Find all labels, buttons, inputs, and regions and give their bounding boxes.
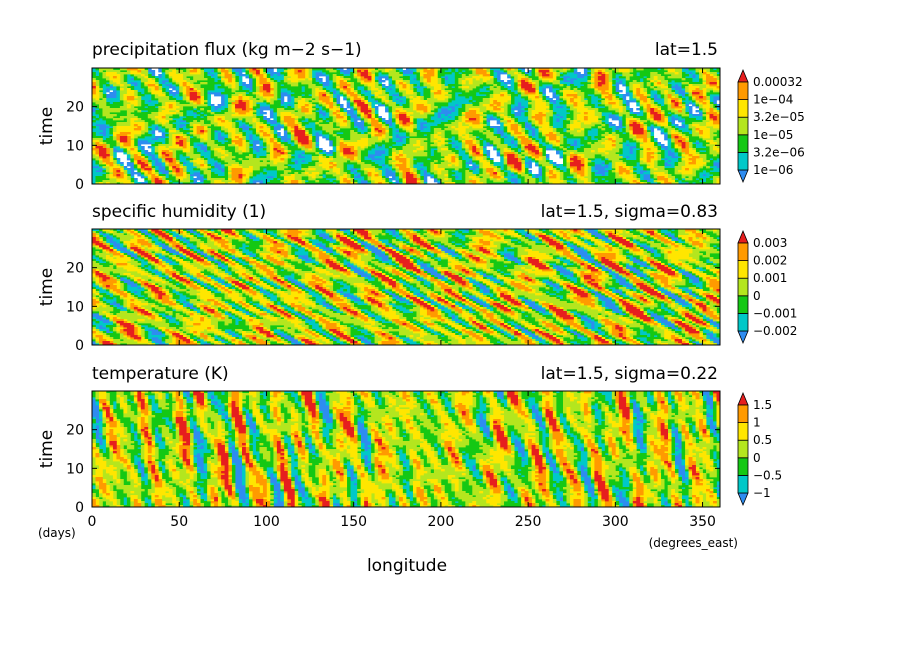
colorbar-label: 1e−04 xyxy=(753,93,793,107)
panel-annotation: lat=1.5 xyxy=(655,40,718,60)
y-tick-label: 20 xyxy=(66,423,84,439)
panel-annotation: lat=1.5, sigma=0.22 xyxy=(541,364,718,384)
heatmap-level-5 xyxy=(92,229,720,345)
y-tick-label: 0 xyxy=(75,338,84,354)
x-tick-label: 50 xyxy=(170,514,188,530)
colorbar-min-extend xyxy=(737,492,749,507)
colorbar-label: 1 xyxy=(753,416,761,430)
colorbar-label: 1.5 xyxy=(753,398,772,412)
colorbar: −0.002 −0.001 0 0.001 0.002 0.003 xyxy=(737,229,797,345)
colorbar-label: 0.003 xyxy=(753,236,787,250)
panel-annotation: lat=1.5, sigma=0.83 xyxy=(541,202,718,222)
colorbar-label: −0.001 xyxy=(753,306,797,320)
x-tick-label: 300 xyxy=(602,514,629,530)
colorbar-segment xyxy=(737,422,749,441)
colorbar: −1 −0.5 0 0.5 1 1.5 xyxy=(737,391,782,507)
x-tick-label: 0 xyxy=(88,514,97,530)
colorbar-segment xyxy=(737,99,749,118)
precipitation-panel: precipitation flux (kg m−2 s−1) lat=1.5 … xyxy=(37,40,805,193)
colorbar-label: 0.001 xyxy=(753,271,787,285)
colorbar-segment xyxy=(737,312,749,332)
colorbar-segment xyxy=(737,81,749,101)
x-tick-label: 250 xyxy=(515,514,542,530)
heatmap-field xyxy=(92,229,720,345)
heatmap-field xyxy=(92,391,720,507)
colorbar-label: 0 xyxy=(753,451,761,465)
y-axis-label: time xyxy=(37,107,57,145)
colorbar-label: 0.002 xyxy=(753,254,787,268)
y-tick-label: 20 xyxy=(66,100,84,116)
colorbar-label: −1 xyxy=(753,486,771,500)
colorbar-segment xyxy=(737,457,749,476)
colorbar-label: −0.5 xyxy=(753,468,782,482)
colorbar-segment xyxy=(737,242,749,262)
x-tick-label: 150 xyxy=(340,514,367,530)
colorbar-label: 0.00032 xyxy=(753,75,803,89)
colorbar-label: 1e−06 xyxy=(753,163,793,177)
colorbar-label: 3.2e−05 xyxy=(753,110,805,124)
heatmap-level-4 xyxy=(92,229,720,345)
x-axis-label: longitude xyxy=(367,556,447,576)
colorbar-segment xyxy=(737,474,749,494)
x-tick-label: 100 xyxy=(253,514,280,530)
colorbar-label: 0 xyxy=(753,289,761,303)
y-axis-units: (days) xyxy=(38,526,76,540)
heatmap-level-0 xyxy=(92,229,720,345)
panel-title: specific humidity (1) xyxy=(92,202,266,222)
colorbar: 1e−06 3.2e−06 1e−05 3.2e−05 1e−04 0.00032 xyxy=(737,68,805,184)
temperature-panel: temperature (K) lat=1.5, sigma=0.22 0102… xyxy=(37,364,782,516)
plot-frame xyxy=(91,228,721,346)
colorbar-label: −0.002 xyxy=(753,324,797,338)
colorbar-segment xyxy=(737,151,749,171)
y-tick-label: 10 xyxy=(66,461,84,477)
heatmap-level-4 xyxy=(92,391,720,507)
y-tick-label: 10 xyxy=(66,299,84,315)
colorbar-max-extend xyxy=(737,229,749,244)
x-tick-label: 350 xyxy=(689,514,716,530)
specific-humidity-panel: specific humidity (1) lat=1.5, sigma=0.8… xyxy=(37,202,797,354)
colorbar-max-extend xyxy=(737,391,749,406)
colorbar-label: 0.5 xyxy=(753,433,772,447)
colorbar-segment xyxy=(737,439,749,459)
heatmap-field xyxy=(92,68,720,184)
colorbar-max-extend xyxy=(737,68,749,83)
y-tick-label: 20 xyxy=(66,261,84,277)
panel-title: temperature (K) xyxy=(92,364,229,384)
heatmap-level-6 xyxy=(92,229,720,345)
colorbar-min-extend xyxy=(737,169,749,184)
y-tick-label: 0 xyxy=(75,500,84,516)
y-tick-label: 10 xyxy=(66,138,84,154)
plot-frame xyxy=(91,67,721,185)
colorbar-label: 3.2e−06 xyxy=(753,145,805,159)
x-axis-units: (degrees_east) xyxy=(649,536,738,550)
colorbar-label: 1e−05 xyxy=(753,128,793,142)
colorbar-segment xyxy=(737,260,749,279)
colorbar-segment xyxy=(737,404,749,424)
y-tick-label: 0 xyxy=(75,177,84,193)
x-tick-label: 200 xyxy=(428,514,455,530)
colorbar-min-extend xyxy=(737,330,749,345)
panel-title: precipitation flux (kg m−2 s−1) xyxy=(92,40,362,60)
colorbar-segment xyxy=(737,277,749,297)
y-axis-label: time xyxy=(37,268,57,306)
colorbar-segment xyxy=(737,295,749,314)
colorbar-segment xyxy=(737,134,749,153)
plot-frame xyxy=(91,390,721,508)
colorbar-segment xyxy=(737,116,749,136)
y-axis-label: time xyxy=(37,430,57,468)
heatmap-level-6 xyxy=(92,68,720,184)
